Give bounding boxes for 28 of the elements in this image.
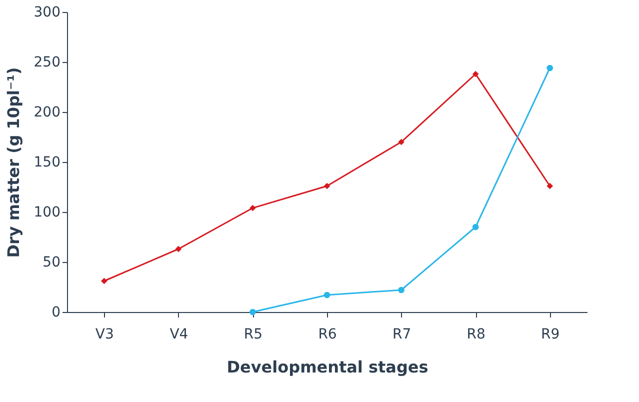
- x-tick-label: R6: [318, 326, 337, 342]
- y-tick-label: 200: [34, 104, 60, 120]
- x-tick-label: V4: [170, 326, 188, 342]
- point: [546, 64, 554, 72]
- x-tick-label: R5: [244, 326, 263, 342]
- x-axis-title: Developmental stages: [226, 358, 428, 376]
- point: [100, 278, 108, 284]
- point: [324, 292, 330, 298]
- y-tick-label: 100: [34, 204, 60, 220]
- point: [398, 286, 404, 294]
- x-tick-label: V3: [95, 326, 114, 342]
- y-tick-label: 0: [52, 304, 60, 320]
- x-tick-label: R8: [466, 326, 486, 342]
- y-tick-label: 150: [34, 154, 60, 170]
- point: [250, 204, 256, 212]
- y-tick-label: 250: [34, 54, 60, 70]
- y-tick-label: 300: [34, 4, 60, 20]
- point: [546, 182, 554, 190]
- x-tick-label: R9: [541, 326, 560, 342]
- y-tick-label: 50: [42, 254, 60, 270]
- x-tick-label: R7: [392, 326, 412, 342]
- point: [472, 224, 479, 230]
- point: [472, 70, 479, 78]
- point: [175, 246, 182, 252]
- point: [250, 308, 256, 316]
- y-axis-title: Dry matter (g 10pl⁻¹): [4, 67, 23, 258]
- point: [324, 182, 330, 190]
- point: [398, 138, 404, 146]
